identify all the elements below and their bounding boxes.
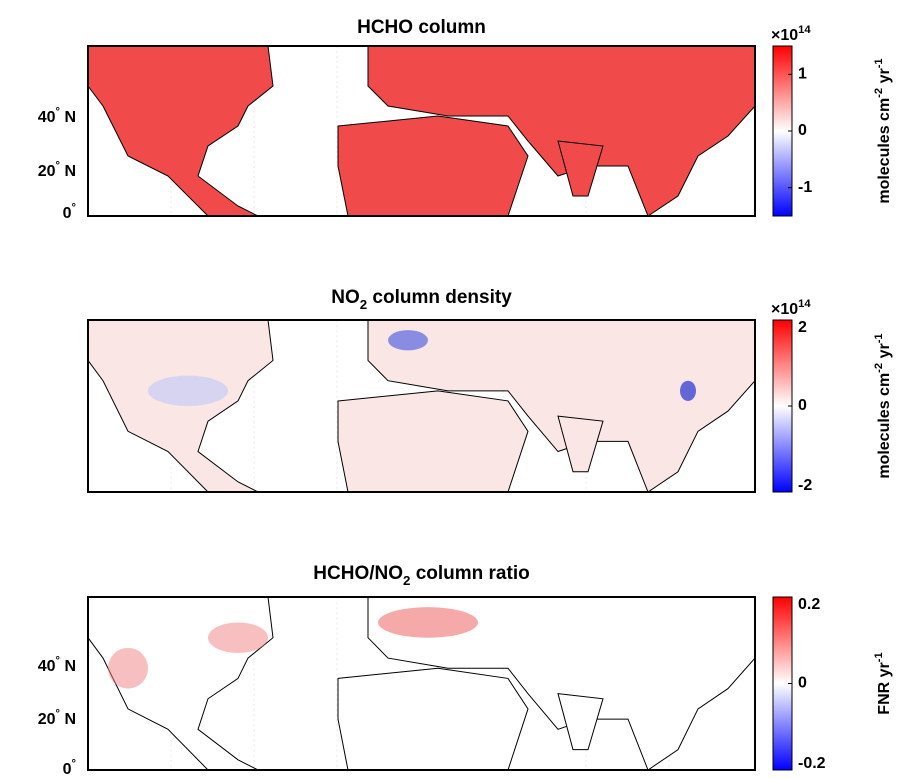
text: molecules cm: [876, 373, 893, 479]
sub: 2: [360, 297, 367, 312]
map: [88, 597, 755, 770]
sup: °: [56, 708, 60, 720]
map-frame: [87, 596, 756, 771]
colorbar-tick-label: -1: [798, 179, 812, 196]
lat-label: 0°: [63, 202, 76, 222]
map: [88, 320, 755, 492]
colorbar-tick-label: 0.2: [798, 596, 820, 613]
patch: [388, 330, 428, 351]
colorbar-label: molecules cm-2 yr-1: [873, 333, 893, 478]
text: FNR yr: [876, 662, 893, 714]
text: HCHO/NO: [313, 563, 403, 584]
colorbar-multiplier: ×1014: [771, 298, 811, 318]
sup: °: [56, 106, 60, 118]
land: [558, 416, 603, 472]
suffix: N: [60, 109, 76, 126]
lat-label: 40° N: [38, 655, 76, 675]
sup: °: [72, 758, 76, 770]
lat-label: 40° N: [38, 106, 76, 126]
suffix: N: [60, 163, 76, 180]
colorbar-tick-label: 1: [798, 66, 807, 83]
land: [88, 320, 273, 492]
land: [338, 391, 528, 492]
sup: 14: [798, 24, 811, 36]
text: column density: [367, 287, 512, 308]
suffix: N: [60, 711, 76, 728]
panel-title: HCHO/NO2 column ratio: [313, 563, 529, 588]
text: 0: [63, 761, 72, 778]
patch: [680, 380, 696, 401]
text: molecules cm: [876, 98, 893, 204]
lat-label: 20° N: [38, 708, 76, 728]
colorbar-tick-label: 0: [798, 122, 807, 139]
land: [368, 320, 755, 492]
patch: [378, 607, 478, 638]
colorbar-tick-label: 0: [798, 397, 807, 414]
land: [558, 141, 603, 196]
suffix: N: [60, 658, 76, 675]
text: ×10: [771, 27, 798, 44]
sup: -1: [873, 333, 885, 343]
map-frame: [87, 319, 756, 493]
sup: -1: [873, 652, 885, 662]
text: NO: [331, 287, 360, 308]
panel-title: HCHO column: [357, 17, 486, 38]
map-frame: [87, 45, 756, 217]
text: HCHO column: [357, 17, 486, 38]
land: [88, 46, 273, 216]
panel-title: NO2 column density: [331, 287, 512, 312]
patch: [208, 622, 268, 653]
sup: 14: [798, 298, 811, 310]
map: [88, 46, 755, 216]
land: [338, 116, 528, 216]
colorbar-label: FNR yr-1: [873, 652, 893, 714]
sup: -2: [873, 88, 885, 98]
colorbar-tick-label: 2: [798, 319, 807, 336]
sup: -1: [873, 58, 885, 68]
patch: [108, 647, 148, 689]
sub: 2: [403, 573, 410, 588]
text: 20: [38, 163, 56, 180]
text: 0: [63, 205, 72, 222]
text: ×10: [771, 301, 798, 318]
patch: [148, 375, 228, 406]
colorbar-tick-label: -2: [798, 477, 812, 494]
text: 20: [38, 711, 56, 728]
land: [368, 597, 755, 770]
sup: °: [56, 160, 60, 172]
text: 40: [38, 658, 56, 675]
lat-label: 20° N: [38, 160, 76, 180]
colorbar-multiplier: ×1014: [771, 24, 811, 44]
text: yr: [876, 68, 893, 88]
land: [338, 668, 528, 770]
sup: -2: [873, 363, 885, 373]
sup: °: [72, 202, 76, 214]
land: [368, 46, 755, 216]
text: column ratio: [410, 563, 529, 584]
colorbar-tick-label: -0.2: [798, 755, 826, 772]
colorbar-tick-label: 0: [798, 675, 807, 692]
text: yr: [876, 343, 893, 363]
sup: °: [56, 655, 60, 667]
lat-label: 0°: [63, 758, 76, 778]
land: [558, 694, 603, 750]
colorbar-label: molecules cm-2 yr-1: [873, 58, 893, 203]
text: 40: [38, 109, 56, 126]
